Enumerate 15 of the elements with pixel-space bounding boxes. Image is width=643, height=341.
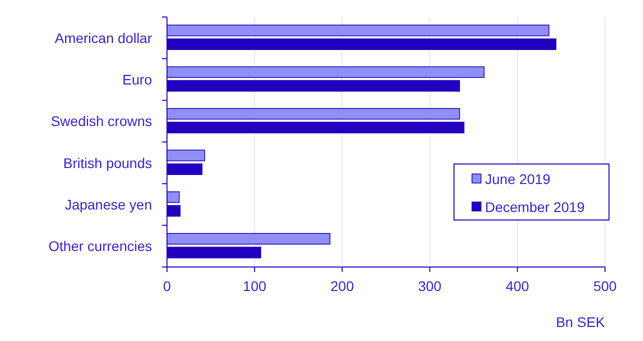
x-axis-title: Bn SEK: [556, 314, 606, 330]
x-tick-label: 500: [593, 278, 617, 294]
x-tick-label: 200: [330, 278, 354, 294]
y-tick-label: Other currencies: [48, 238, 152, 254]
legend-label: December 2019: [485, 199, 585, 215]
y-tick-label: Japanese yen: [64, 196, 152, 212]
x-tick-label: 0: [163, 278, 172, 294]
y-tick-label: British pounds: [63, 154, 152, 171]
x-tick-label: 100: [242, 278, 266, 294]
x-tick-label: 400: [506, 278, 530, 294]
x-tick-label: 300: [418, 278, 442, 294]
y-tick-label: Euro: [122, 72, 152, 88]
legend-label: June 2019: [485, 171, 551, 187]
y-tick-label: American dollar: [54, 30, 152, 46]
y-tick-label: Swedish crowns: [50, 113, 152, 130]
